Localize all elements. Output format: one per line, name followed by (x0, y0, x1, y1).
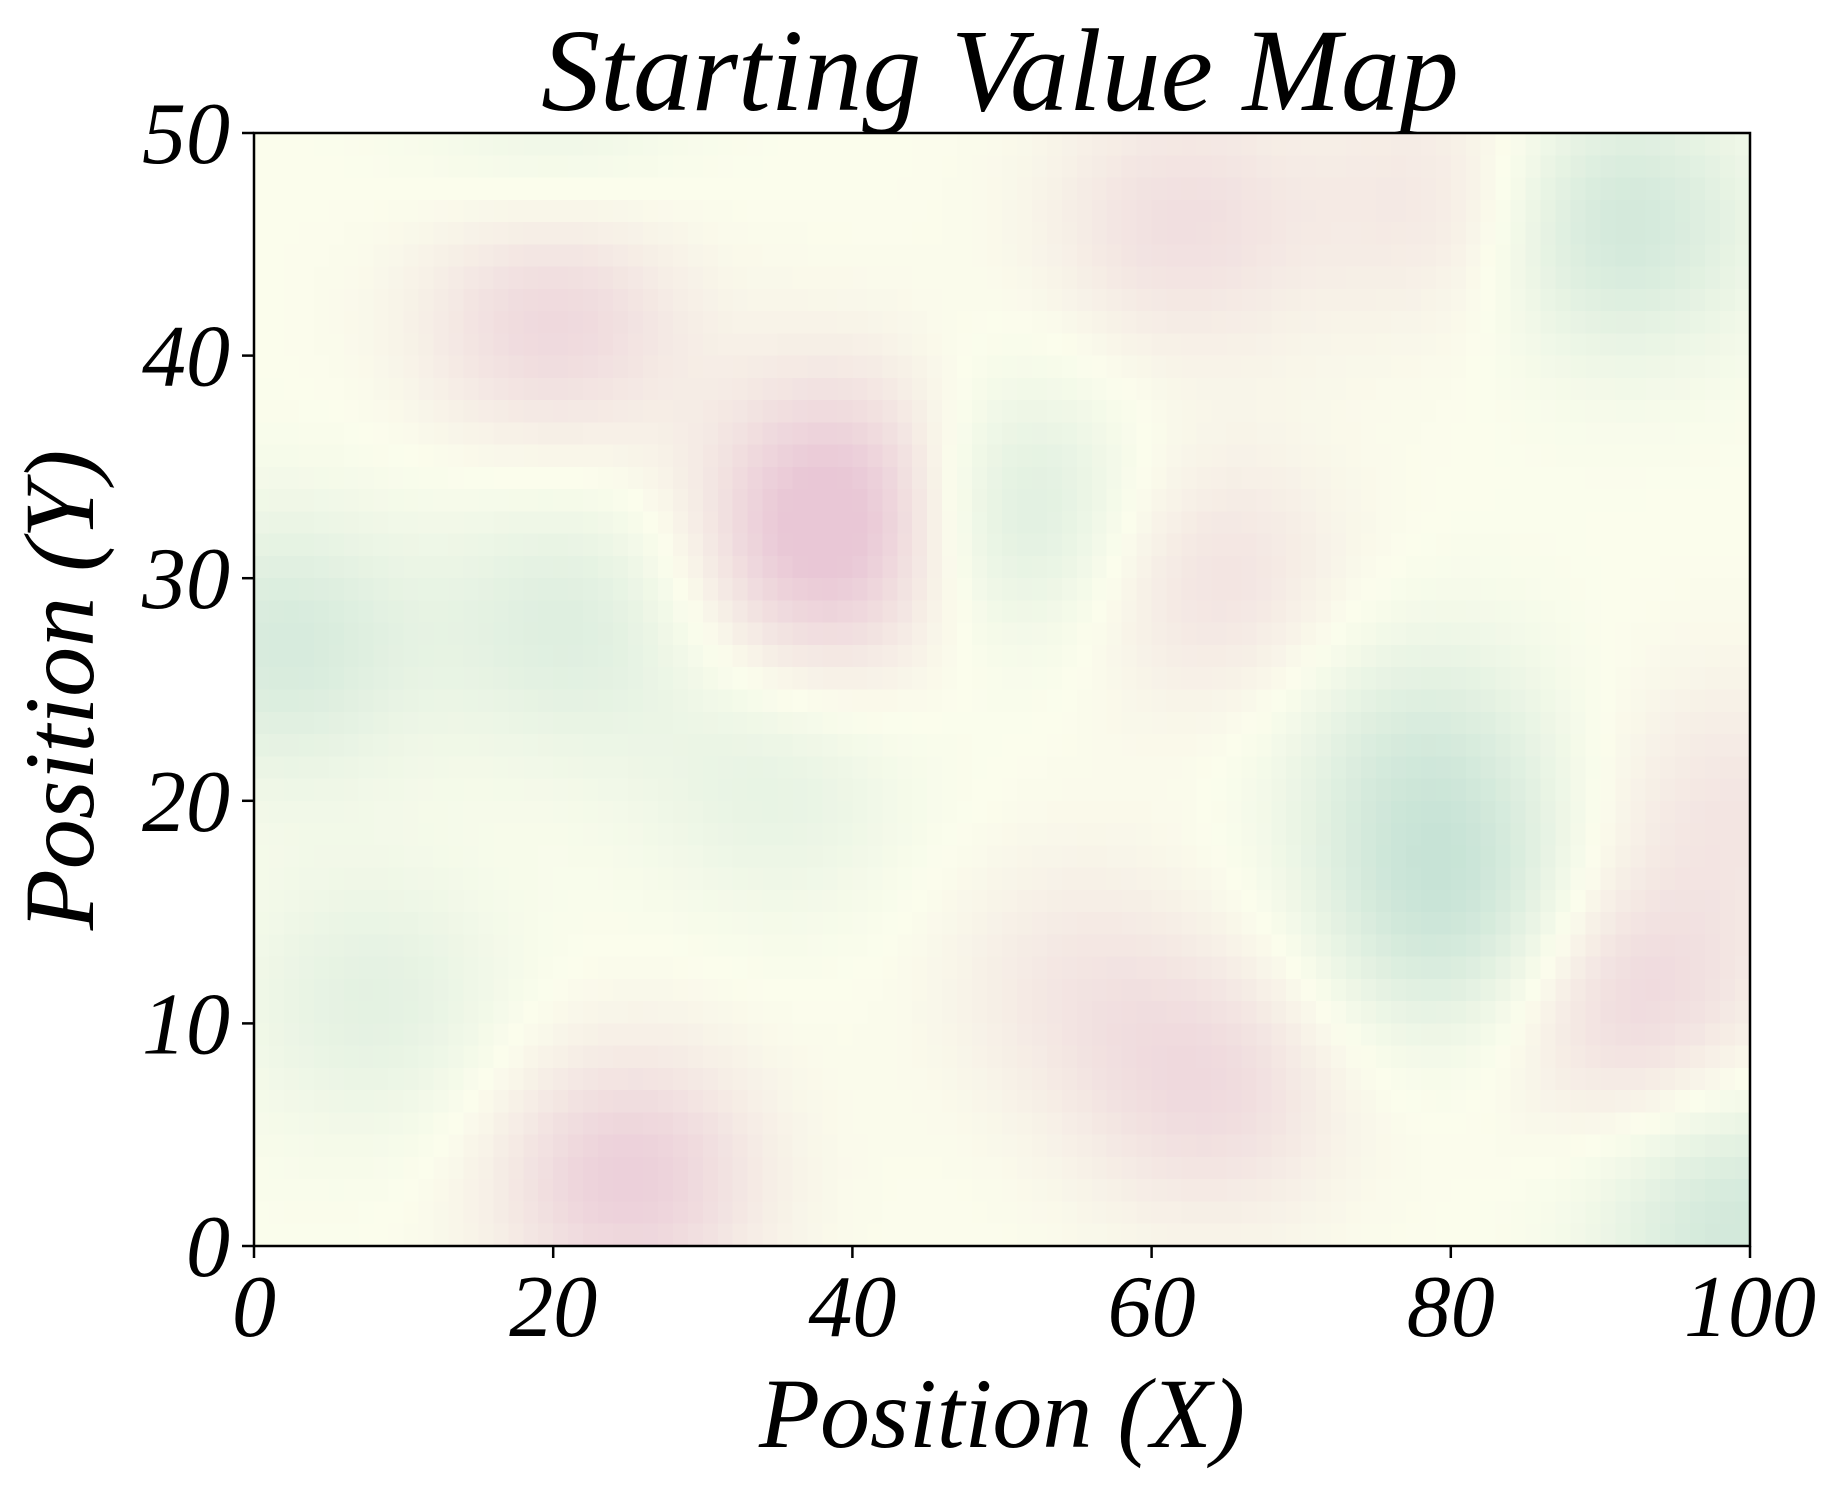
x-axis: 0 20 40 60 80 100 (232, 1246, 1816, 1356)
plot-area (252, 131, 1752, 1248)
y-axis: 0 10 20 30 40 50 (141, 86, 254, 1296)
x-tick-label: 80 (1407, 1259, 1495, 1356)
x-tick-label: 40 (808, 1259, 896, 1356)
plot-frame (252, 131, 1752, 1248)
x-tick-label: 100 (1684, 1259, 1816, 1356)
chart-title: Starting Value Map (541, 5, 1459, 136)
x-tick-label: 0 (232, 1259, 276, 1356)
heatmap-image (254, 133, 1750, 1246)
y-tick-label: 50 (142, 86, 230, 183)
x-axis-label: Position (X) (758, 1358, 1245, 1469)
y-tick-label: 20 (142, 754, 230, 851)
y-axis-label: Position (Y) (4, 450, 115, 932)
x-tick-label: 60 (1108, 1259, 1196, 1356)
y-tick-label: 30 (141, 531, 230, 628)
y-tick-label: 0 (186, 1199, 230, 1296)
x-tick-label: 20 (509, 1259, 597, 1356)
y-tick-label: 10 (142, 976, 230, 1073)
y-tick-label: 40 (142, 309, 230, 406)
